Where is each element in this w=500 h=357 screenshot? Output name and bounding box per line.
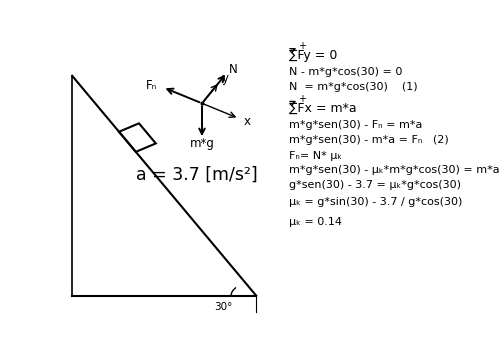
Text: ∑Fx = m*a: ∑Fx = m*a <box>289 102 357 115</box>
Text: m*g*sen(30) - μₖ*m*g*cos(30) = m*a: m*g*sen(30) - μₖ*m*g*cos(30) = m*a <box>289 165 500 175</box>
Text: x: x <box>244 115 250 128</box>
Text: +: + <box>298 41 306 51</box>
Text: y: y <box>222 72 229 85</box>
Text: 30°: 30° <box>214 302 233 312</box>
Text: μₖ = g*sin(30) - 3.7 / g*cos(30): μₖ = g*sin(30) - 3.7 / g*cos(30) <box>289 197 463 207</box>
Text: N  = m*g*cos(30)    (1): N = m*g*cos(30) (1) <box>289 82 418 92</box>
Text: ∑Fy = 0: ∑Fy = 0 <box>289 49 338 62</box>
Text: a = 3.7 [m/s²]: a = 3.7 [m/s²] <box>136 166 258 184</box>
Text: m*g*sen(30) - Fₙ = m*a: m*g*sen(30) - Fₙ = m*a <box>289 120 422 130</box>
Text: m*g*sen(30) - m*a = Fₙ   (2): m*g*sen(30) - m*a = Fₙ (2) <box>289 135 449 145</box>
Text: Fₙ: Fₙ <box>146 79 158 91</box>
Text: +: + <box>298 94 306 104</box>
Text: μₖ = 0.14: μₖ = 0.14 <box>289 217 342 227</box>
Text: g*sen(30) - 3.7 = μₖ*g*cos(30): g*sen(30) - 3.7 = μₖ*g*cos(30) <box>289 180 461 190</box>
Text: N: N <box>228 63 237 76</box>
Text: Fₙ= N* μₖ: Fₙ= N* μₖ <box>289 151 343 161</box>
Text: N - m*g*cos(30) = 0: N - m*g*cos(30) = 0 <box>289 67 403 77</box>
Text: m*g: m*g <box>190 137 214 150</box>
